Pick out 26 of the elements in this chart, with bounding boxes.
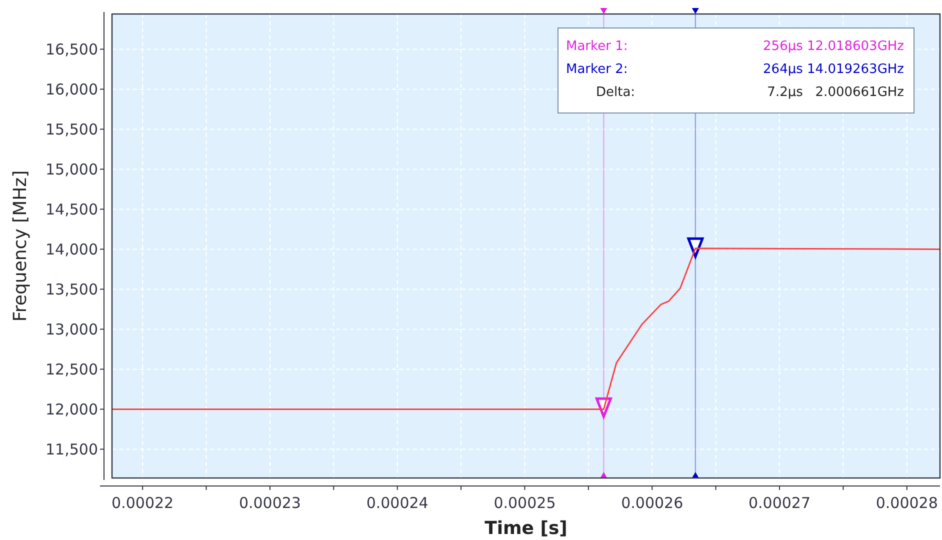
y-tick-label: 13,000 xyxy=(46,320,98,338)
x-tick-label: 0.00022 xyxy=(112,494,174,512)
annotation: 264μs 14.019263GHz xyxy=(763,62,904,77)
y-tick-label: 14,000 xyxy=(46,240,98,258)
x-tick-label: 0.00026 xyxy=(621,494,684,512)
annotation: Marker 2: xyxy=(566,62,628,77)
annotation: Marker 1: xyxy=(566,39,628,54)
annotation: Delta: xyxy=(596,85,636,100)
y-tick-label: 16,000 xyxy=(46,80,98,98)
y-tick-label: 16,500 xyxy=(46,40,98,58)
x-axis-title: Time [s] xyxy=(484,518,568,539)
y-tick-label: 12,000 xyxy=(46,400,98,418)
y-tick-label: 11,500 xyxy=(46,440,98,458)
y-tick-label: 15,000 xyxy=(46,160,98,178)
x-tick-label: 0.00028 xyxy=(876,494,938,512)
y-tick-label: 13,500 xyxy=(46,280,98,298)
y-axis-title: Frequency [MHz] xyxy=(10,170,31,322)
y-tick-label: 15,500 xyxy=(46,120,98,138)
x-tick-label: 0.00023 xyxy=(238,494,301,512)
x-tick-label: 0.00024 xyxy=(366,494,428,512)
y-tick-label: 12,500 xyxy=(46,360,98,378)
y-tick-label: 14,500 xyxy=(46,200,98,218)
x-tick-label: 0.00027 xyxy=(748,494,811,512)
annotation: 7.2μs 2.000661GHz xyxy=(767,85,904,100)
annotation: 256μs 12.018603GHz xyxy=(763,39,904,54)
x-tick-label: 0.00025 xyxy=(494,494,556,512)
